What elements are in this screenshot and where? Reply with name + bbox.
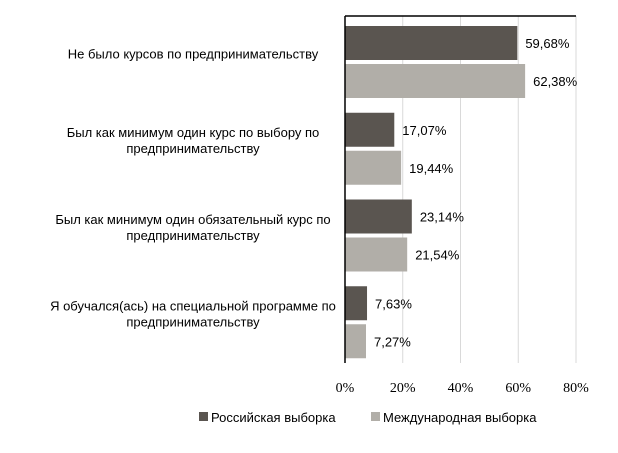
data-label: 59,68% [525,36,570,51]
x-tick-label: 20% [390,381,416,396]
category-labels: Не было курсов по предпринимательству Был… [50,46,336,329]
category-label: Не было курсов по предпринимательству [68,46,319,61]
category-label: Был как минимум один курс по выбору по пр… [67,125,320,156]
legend-swatch [199,412,208,421]
bar [345,150,402,185]
data-label: 62,38% [533,74,578,89]
x-tick-label: 40% [448,381,474,396]
legend-label: Международная выборка [383,410,537,425]
data-label: 7,27% [374,334,411,349]
legend-swatch [371,412,380,421]
category-label: Я обучался(ась) на специальной программе… [50,299,336,330]
bar [345,199,412,234]
bars [345,26,526,359]
value-labels: 59,68% 62,38% 17,07% 19,44% 23,14% 21,54% 7,63… [374,36,578,349]
legend: Российская выборка Международная выборка [199,410,537,425]
data-label: 21,54% [415,248,460,263]
x-tick-label: 0% [336,381,355,396]
category-label: Был как минимум один обязательный курс п… [55,212,330,243]
tick-labels: 0% 20% 40% 60% 80% [336,381,590,396]
x-tick-label: 80% [563,381,589,396]
axis [344,15,576,363]
data-label: 19,44% [409,161,454,176]
bar [345,237,408,272]
x-tick-label: 60% [505,381,531,396]
bar [345,112,395,147]
data-label: 7,63% [375,296,412,311]
bar [345,64,526,98]
bar [345,26,518,60]
legend-label: Российская выборка [211,410,336,425]
data-label: 17,07% [402,123,447,138]
bar [345,286,368,321]
bar [345,324,366,359]
data-label: 23,14% [420,210,465,225]
